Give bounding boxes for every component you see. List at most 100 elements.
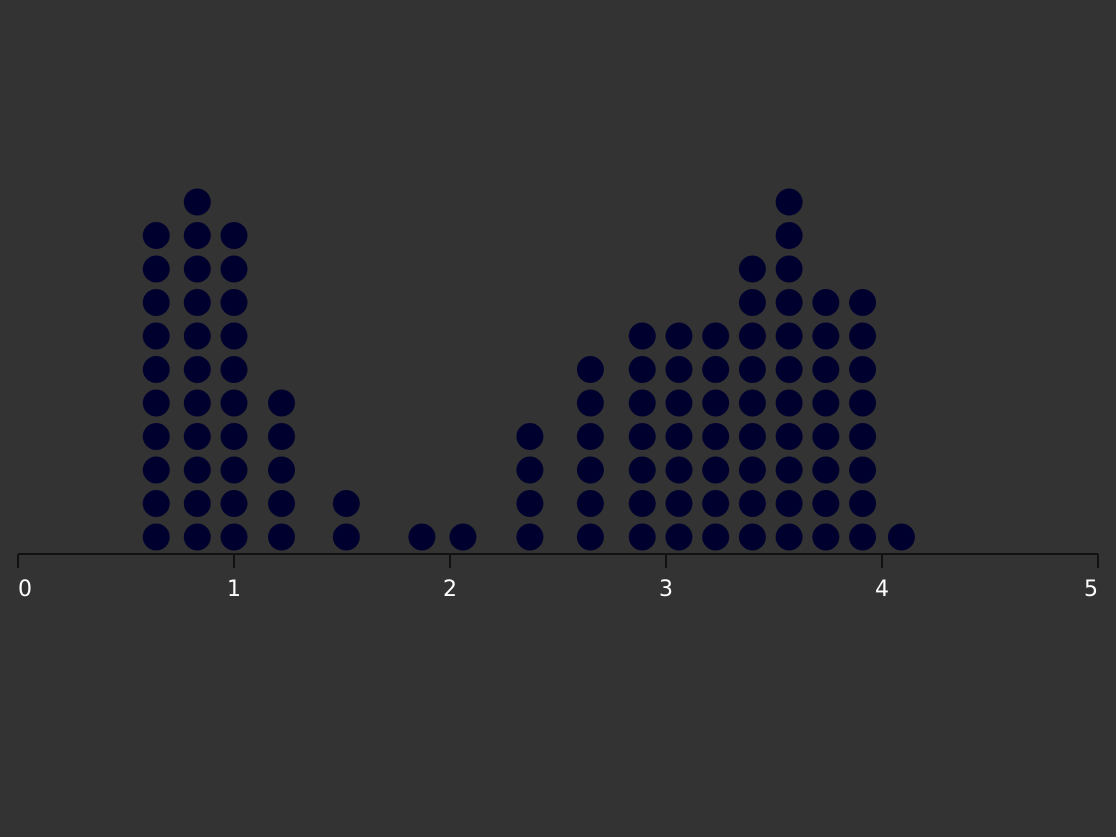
data-dot <box>408 523 436 551</box>
data-dot <box>702 322 730 350</box>
data-dot <box>183 289 211 316</box>
x-tick-label: 5 <box>1084 577 1098 602</box>
data-dot <box>775 289 803 316</box>
data-dot <box>849 389 877 417</box>
data-dot <box>183 188 211 216</box>
data-dot <box>516 523 544 551</box>
data-dot <box>183 222 211 249</box>
data-dot <box>849 456 877 484</box>
x-tick-label: 2 <box>443 577 457 602</box>
data-dot <box>220 222 248 249</box>
data-dot <box>142 423 170 450</box>
data-dot <box>220 456 248 484</box>
data-dot <box>183 389 211 417</box>
data-dot <box>183 456 211 484</box>
data-dot <box>576 456 604 484</box>
dots-layer <box>142 188 915 551</box>
x-tick-label: 3 <box>659 577 673 602</box>
data-dot <box>738 389 766 417</box>
data-dot <box>183 490 211 517</box>
data-dot <box>142 523 170 551</box>
data-dot <box>702 456 730 484</box>
data-dot <box>628 456 656 484</box>
data-dot <box>812 490 840 517</box>
data-dot <box>142 289 170 316</box>
data-dot <box>220 289 248 316</box>
data-dot <box>849 356 877 383</box>
x-ticks: 0 1 2 3 4 5 <box>17 554 1099 602</box>
data-dot <box>268 523 296 551</box>
data-dot <box>183 423 211 450</box>
data-dot <box>665 456 693 484</box>
x-tick-label: 0 <box>18 577 32 602</box>
data-dot <box>142 490 170 517</box>
data-dot <box>576 523 604 551</box>
data-dot <box>142 222 170 249</box>
data-dot <box>775 423 803 450</box>
data-dot <box>812 456 840 484</box>
data-dot <box>702 523 730 551</box>
data-dot <box>142 322 170 350</box>
data-dot <box>220 356 248 383</box>
data-dot <box>628 523 656 551</box>
data-dot <box>220 389 248 417</box>
data-dot <box>628 389 656 417</box>
data-dot <box>812 423 840 450</box>
data-dot <box>849 490 877 517</box>
data-dot <box>516 423 544 450</box>
data-dot <box>775 389 803 417</box>
data-dot <box>738 255 766 283</box>
data-dot <box>142 356 170 383</box>
data-dot <box>702 356 730 383</box>
data-dot <box>576 423 604 450</box>
data-dot <box>775 523 803 551</box>
data-dot <box>849 322 877 350</box>
data-dot <box>775 188 803 216</box>
data-dot <box>775 356 803 383</box>
data-dot <box>449 523 477 551</box>
data-dot <box>775 255 803 283</box>
data-dot <box>142 389 170 417</box>
data-dot <box>332 523 360 551</box>
data-dot <box>849 423 877 450</box>
x-tick-label: 4 <box>875 577 889 602</box>
data-dot <box>220 490 248 517</box>
data-dot <box>628 423 656 450</box>
data-dot <box>775 456 803 484</box>
data-dot <box>738 322 766 350</box>
data-dot <box>665 423 693 450</box>
data-dot <box>183 322 211 350</box>
data-dot <box>332 490 360 517</box>
data-dot <box>702 389 730 417</box>
data-dot <box>576 389 604 417</box>
data-dot <box>775 222 803 249</box>
data-dot <box>812 356 840 383</box>
data-dot <box>220 322 248 350</box>
data-dot <box>849 289 877 316</box>
data-dot <box>775 322 803 350</box>
data-dot <box>702 490 730 517</box>
data-dot <box>738 423 766 450</box>
data-dot <box>665 322 693 350</box>
data-dot <box>628 322 656 350</box>
data-dot <box>775 490 803 517</box>
data-dot <box>576 356 604 383</box>
data-dot <box>812 523 840 551</box>
data-dot <box>183 523 211 551</box>
data-dot <box>738 523 766 551</box>
data-dot <box>628 490 656 517</box>
data-dot <box>576 490 604 517</box>
data-dot <box>268 490 296 517</box>
data-dot <box>516 456 544 484</box>
data-dot <box>142 255 170 283</box>
x-tick-label: 1 <box>227 577 241 602</box>
data-dot <box>268 423 296 450</box>
data-dot <box>738 456 766 484</box>
data-dot <box>665 356 693 383</box>
data-dot <box>738 289 766 316</box>
data-dot <box>516 490 544 517</box>
data-dot <box>665 523 693 551</box>
data-dot <box>268 456 296 484</box>
data-dot <box>812 322 840 350</box>
